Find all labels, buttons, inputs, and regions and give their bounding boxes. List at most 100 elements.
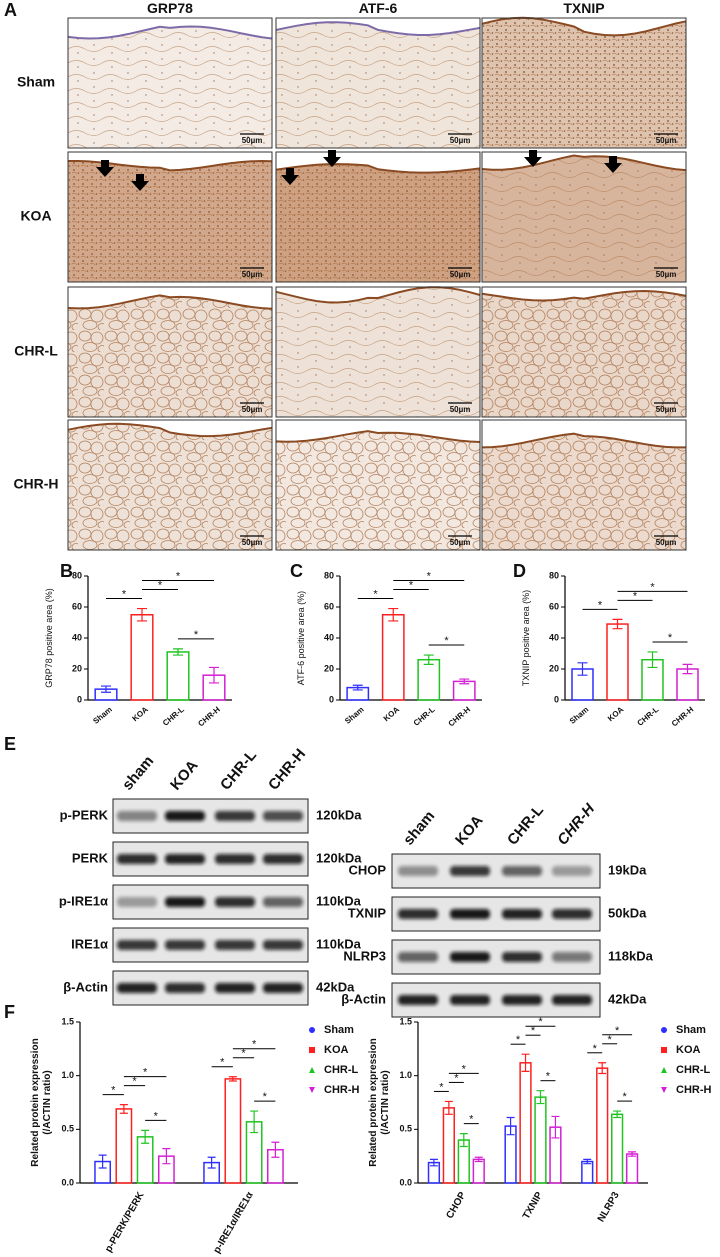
significance-label: *	[531, 1025, 536, 1037]
image-border	[275, 419, 481, 551]
size-label: 118kDa	[608, 948, 654, 963]
stain-tint	[68, 152, 272, 282]
blot-band	[552, 866, 592, 876]
y-tick-label: 80	[324, 570, 334, 580]
blot-band	[398, 952, 438, 962]
blot-band	[502, 952, 542, 962]
blot-band	[165, 811, 205, 821]
error-bar	[577, 662, 588, 676]
blot-band	[263, 983, 303, 993]
tissue-surface-bg	[276, 287, 480, 303]
tissue-surface	[275, 286, 481, 304]
stain-tint	[482, 18, 686, 148]
arrow	[524, 150, 542, 167]
image-border	[481, 17, 687, 149]
stain-tint	[68, 287, 272, 417]
stain-tint	[276, 152, 480, 282]
marker	[309, 1087, 315, 1093]
marker	[661, 1027, 667, 1033]
error-bar	[209, 666, 219, 684]
error-bar	[598, 1062, 607, 1075]
protein-label: p-IRE1α	[59, 893, 108, 908]
arrow	[96, 160, 114, 177]
y-tick-label: 40	[324, 632, 334, 642]
y-tick-label: 60	[72, 601, 82, 611]
significance-label: *	[154, 1110, 159, 1122]
protein-label: β-Actin	[63, 979, 108, 994]
error-bar	[271, 1141, 280, 1158]
image-border	[275, 286, 481, 418]
error-bar	[536, 1090, 545, 1105]
significance-label: *	[194, 629, 199, 641]
blot-band	[117, 897, 157, 907]
tissue-texture	[276, 287, 480, 417]
tissue-texture	[68, 18, 272, 148]
significance-label: *	[546, 1071, 551, 1083]
tissue-texture	[482, 152, 686, 282]
image-border	[481, 286, 687, 418]
image-border	[481, 151, 687, 283]
blot-band	[165, 854, 205, 864]
error-bar	[474, 1156, 483, 1163]
protein-label: CHOP	[348, 862, 386, 877]
significance-label: *	[668, 632, 673, 644]
blot-band	[502, 909, 542, 919]
panel-label: D	[513, 561, 526, 581]
significance-label: *	[241, 1048, 246, 1060]
blot-band	[398, 995, 438, 1005]
error-bar	[506, 1116, 515, 1136]
legend-label: KOA	[676, 1044, 701, 1056]
y-tick-label: 40	[549, 632, 559, 642]
tissue-texture	[68, 287, 272, 417]
error-bar	[98, 1154, 107, 1169]
y-axis-label: ATF-6 positive area (%)	[296, 591, 306, 685]
tissue-surface-bg	[482, 17, 686, 36]
significance-label: *	[538, 1016, 543, 1028]
significance-label: *	[439, 1081, 444, 1093]
blot-band	[502, 995, 542, 1005]
error-bar	[613, 1110, 622, 1119]
image-border	[67, 151, 273, 283]
image-border	[275, 17, 481, 149]
blot-band	[552, 995, 592, 1005]
scale-bar-label: 50µm	[242, 405, 263, 414]
blot-band	[398, 909, 438, 919]
panel-label: E	[4, 734, 16, 754]
significance-label: *	[427, 571, 432, 583]
y-tick-label: 0.5	[61, 1124, 74, 1134]
legend-label: CHR-H	[676, 1084, 711, 1096]
y-tick-label: 20	[549, 663, 559, 673]
blot-band	[398, 866, 438, 876]
panel-label: A	[4, 0, 17, 20]
size-label: 50kDa	[608, 905, 647, 920]
tissue-surface-bg	[68, 152, 272, 171]
scale-bar-label: 50µm	[450, 405, 471, 414]
blot-band	[552, 909, 592, 919]
tissue-surface	[481, 432, 686, 449]
error-bar	[352, 684, 363, 691]
significance-label: *	[454, 1072, 459, 1084]
scale-bar-label: 50µm	[656, 136, 677, 145]
blot-band	[215, 897, 255, 907]
y-tick-label: 60	[549, 601, 559, 611]
size-label: 120kDa	[316, 850, 362, 865]
blot-band	[263, 897, 303, 907]
y-tick-label: 0	[554, 694, 559, 704]
significance-label: *	[176, 571, 181, 583]
blot-band	[552, 952, 592, 962]
error-bar	[250, 1110, 259, 1134]
tissue-surface	[275, 163, 481, 174]
error-bar	[628, 1151, 637, 1157]
tissue-surface	[275, 430, 481, 443]
scale-bar-label: 50µm	[242, 538, 263, 547]
image-border	[67, 419, 273, 551]
legend-label: CHR-L	[676, 1064, 710, 1076]
error-bar	[459, 1133, 468, 1148]
error-bar	[207, 1156, 216, 1169]
y-axis-label: (/ACTIN ratio)	[380, 1070, 391, 1134]
image-border	[67, 286, 273, 418]
size-label: 120kDa	[316, 807, 362, 822]
tissue-surface	[481, 289, 687, 302]
stain-tint	[68, 18, 272, 148]
